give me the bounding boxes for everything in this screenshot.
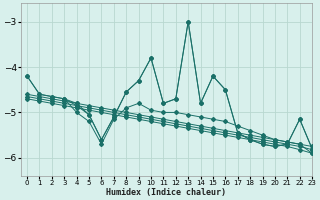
X-axis label: Humidex (Indice chaleur): Humidex (Indice chaleur)	[107, 188, 227, 197]
